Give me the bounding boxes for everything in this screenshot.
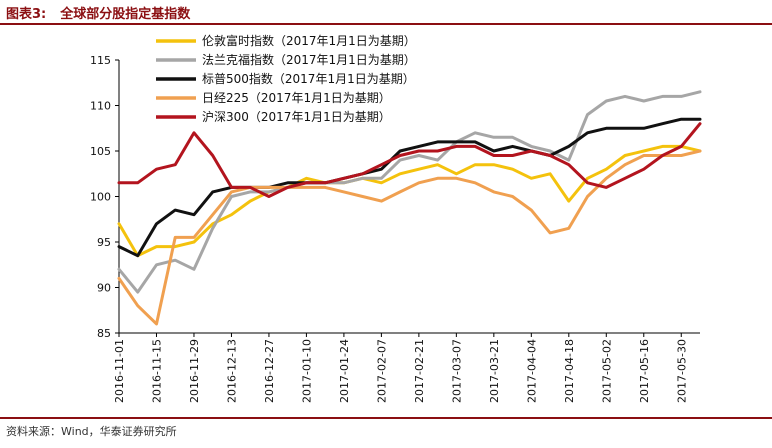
figure-number: 图表3: [6, 7, 47, 22]
series-line-hs300 [117, 122, 702, 198]
y-tick-label: 105 [90, 145, 111, 158]
chart-axes: 85 90 95 100 105 110 115 2016-11-01 2016-11-15 20… [90, 54, 700, 403]
x-tick-label: 2017-04-04 [525, 339, 538, 403]
x-tick-label: 2016-11-29 [188, 339, 201, 403]
y-tick-label: 110 [90, 100, 111, 113]
y-tick-label: 85 [97, 327, 111, 340]
figure-title-text: 全球部分股指定基指数 [60, 7, 191, 22]
chart-series [117, 90, 702, 326]
x-tick-label: 2017-02-21 [413, 339, 426, 403]
x-tick-label: 2017-04-18 [563, 339, 576, 403]
figure-title: 图表3: 全球部分股指定基指数 [6, 3, 190, 22]
y-tick-label: 100 [90, 191, 111, 204]
x-tick-label: 2016-12-27 [263, 339, 276, 403]
chart-legend: 伦敦富时指数（2017年1月1日为基期） 法兰克福指数（2017年1月1日为基期）… [156, 33, 416, 124]
series-line-nikkei [117, 149, 702, 326]
legend-label-ftse: 伦敦富时指数（2017年1月1日为基期） [202, 33, 416, 48]
x-tick-label: 2017-05-16 [638, 339, 651, 403]
y-tick-label: 95 [97, 236, 111, 249]
x-tick-label: 2017-02-07 [375, 339, 388, 403]
x-tick-label: 2017-01-24 [338, 339, 351, 403]
x-tick-label: 2017-05-30 [675, 339, 688, 403]
x-tick-label: 2017-05-02 [600, 339, 613, 403]
x-tick-label: 2017-01-10 [300, 339, 313, 403]
x-tick-label: 2016-11-01 [113, 339, 126, 403]
legend-label-hs300: 沪深300（2017年1月1日为基期） [202, 110, 391, 124]
series-line-cac [117, 90, 702, 294]
title-rule [0, 23, 772, 25]
y-tick-label: 115 [90, 54, 111, 67]
legend-label-nikkei: 日经225（2017年1月1日为基期） [202, 91, 391, 105]
x-tick-label: 2016-11-15 [150, 339, 163, 403]
legend-label-cac: 法兰克福指数（2017年1月1日为基期） [202, 52, 416, 67]
x-tick-label: 2017-03-07 [450, 339, 463, 403]
x-tick-label: 2017-03-21 [488, 339, 501, 403]
legend-label-sp500: 标普500指数（2017年1月1日为基期） [202, 71, 415, 86]
source-note: 资料来源：Wind，华泰证券研究所 [6, 425, 177, 438]
source-rule [0, 417, 772, 419]
x-tick-label: 2016-12-13 [225, 339, 238, 403]
series-line-sp500 [117, 117, 702, 258]
y-tick-label: 90 [97, 282, 111, 295]
